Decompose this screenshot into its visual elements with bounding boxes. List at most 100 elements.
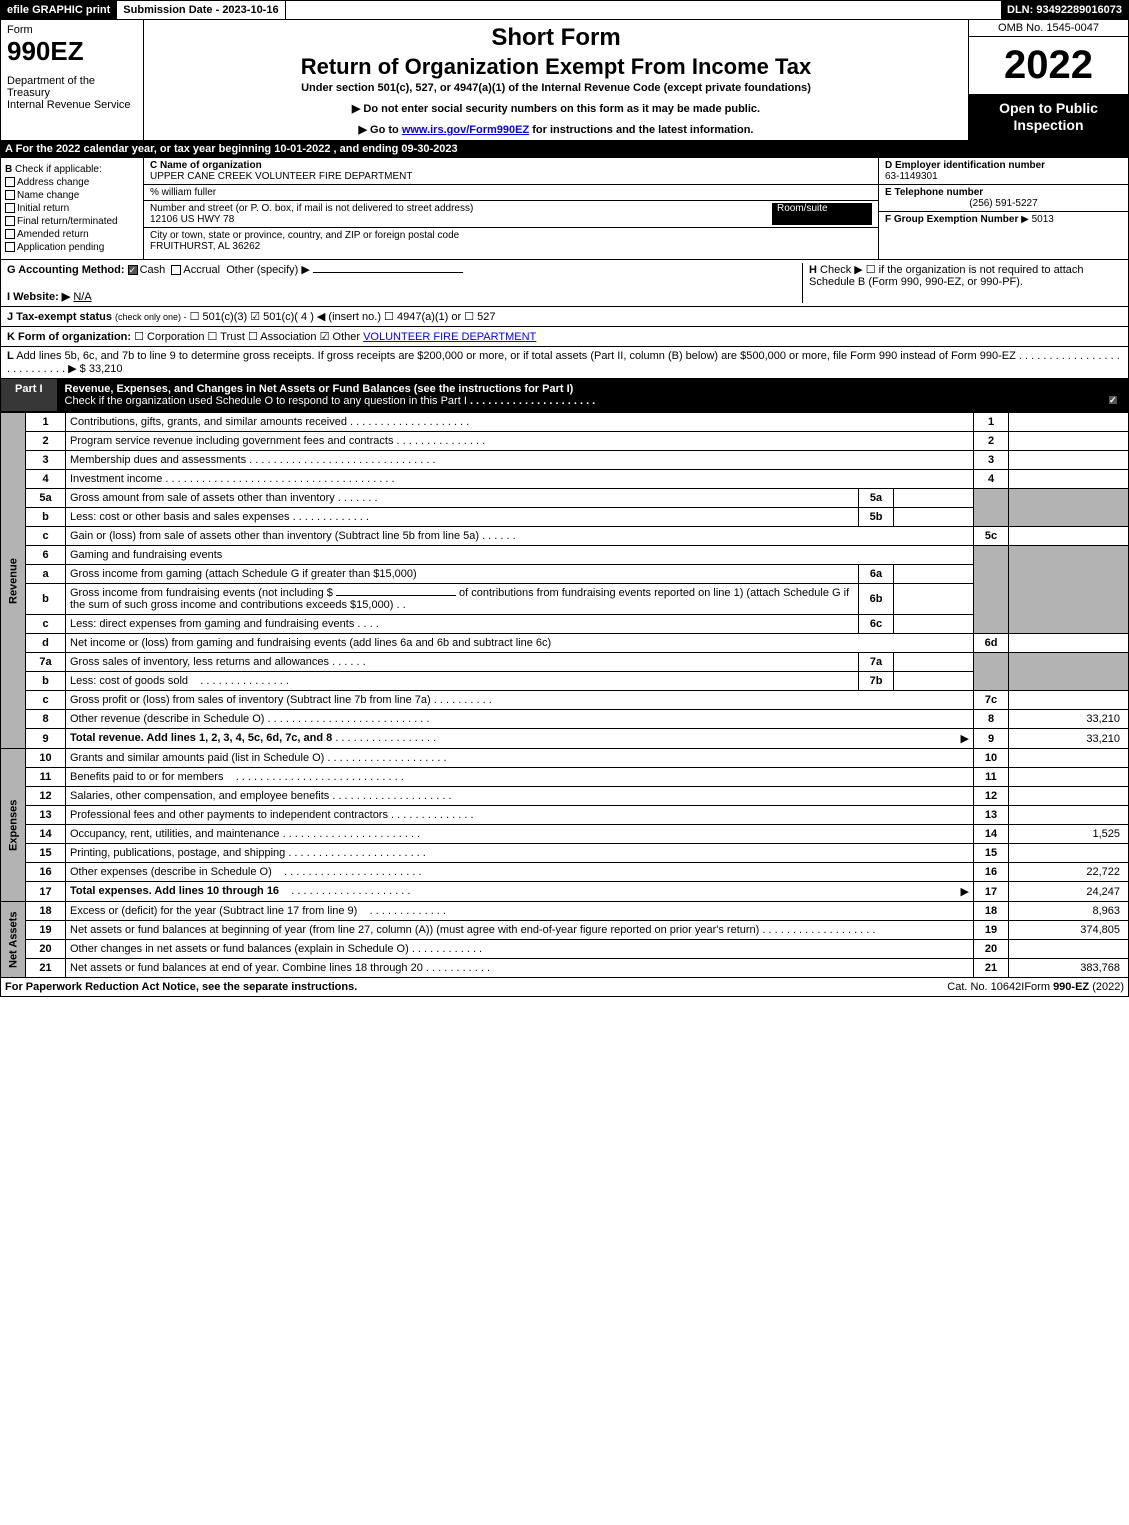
- table-row: 20 Other changes in net assets or fund b…: [1, 940, 1129, 959]
- line-num: 16: [26, 863, 66, 882]
- i-value: N/A: [73, 291, 91, 303]
- line-desc: Gross sales of inventory, less returns a…: [66, 653, 859, 672]
- checkbox-amended-return[interactable]: [5, 229, 15, 239]
- grey-cell: [974, 546, 1009, 634]
- line-rnum: 20: [974, 940, 1009, 959]
- line-desc: Salaries, other compensation, and employ…: [66, 787, 974, 806]
- line-num: b: [26, 508, 66, 527]
- arrow-icon: ▶: [961, 885, 969, 898]
- c-street-row: Number and street (or P. O. box, if mail…: [144, 201, 878, 228]
- opt-final: Final return/terminated: [17, 216, 118, 227]
- d-row: D Employer identification number 63-1149…: [879, 158, 1128, 185]
- checkbox-name-change[interactable]: [5, 190, 15, 200]
- room-label: Room/suite: [772, 203, 872, 225]
- checkbox-final-return[interactable]: [5, 216, 15, 226]
- line-desc: Benefits paid to or for members . . . . …: [66, 768, 974, 787]
- line-desc: Excess or (deficit) for the year (Subtra…: [66, 902, 974, 921]
- 6b-blank[interactable]: [336, 595, 456, 596]
- header-left: Form 990EZ Department of the Treasury In…: [1, 20, 144, 140]
- opt-amended: Amended return: [17, 229, 89, 240]
- line-rnum: 3: [974, 451, 1009, 470]
- checkbox-initial-return[interactable]: [5, 203, 15, 213]
- line-num: 13: [26, 806, 66, 825]
- line-rnum: 18: [974, 902, 1009, 921]
- section-k: K Form of organization: ☐ Corporation ☐ …: [0, 327, 1129, 347]
- g-label: G Accounting Method:: [7, 264, 125, 276]
- part1-title-text: Revenue, Expenses, and Changes in Net As…: [65, 383, 574, 395]
- table-row: 2 Program service revenue including gove…: [1, 432, 1129, 451]
- g-other-line[interactable]: [313, 272, 463, 273]
- checkbox-schedule-o[interactable]: [1108, 395, 1118, 405]
- sub-val: [894, 565, 974, 584]
- checkbox-address-change[interactable]: [5, 177, 15, 187]
- sub-num: 6c: [859, 615, 894, 634]
- line-val: 1,525: [1009, 825, 1129, 844]
- grey-cell: [1009, 489, 1129, 527]
- do-not-enter: ▶ Do not enter social security numbers o…: [152, 102, 960, 115]
- footer-right-pre: Form: [1024, 981, 1053, 993]
- table-row: 17 Total expenses. Add lines 10 through …: [1, 882, 1129, 902]
- table-row: b Gross income from fundraising events (…: [1, 584, 1129, 615]
- grey-cell: [1009, 653, 1129, 691]
- netassets-side: Net Assets: [1, 902, 26, 978]
- line-rnum: 15: [974, 844, 1009, 863]
- line-val: 383,768: [1009, 959, 1129, 978]
- line-num: 3: [26, 451, 66, 470]
- efile-label[interactable]: efile GRAPHIC print: [1, 1, 117, 19]
- line-desc: Other changes in net assets or fund bala…: [66, 940, 974, 959]
- line-val: [1009, 749, 1129, 768]
- line-rnum: 2: [974, 432, 1009, 451]
- line-num: 8: [26, 710, 66, 729]
- h-right: H Check ▶ ☐ if the organization is not r…: [802, 263, 1122, 303]
- line-desc: Contributions, gifts, grants, and simila…: [66, 413, 974, 432]
- table-row: 7a Gross sales of inventory, less return…: [1, 653, 1129, 672]
- footer-mid: Cat. No. 10642I: [947, 981, 1024, 993]
- table-row: 16 Other expenses (describe in Schedule …: [1, 863, 1129, 882]
- tax-year: 2022: [969, 37, 1128, 94]
- d-value: 63-1149301: [885, 171, 1122, 182]
- table-row: Expenses 10 Grants and similar amounts p…: [1, 749, 1129, 768]
- line-val: [1009, 470, 1129, 489]
- checkbox-accrual[interactable]: [171, 265, 181, 275]
- line-rnum: 6d: [974, 634, 1009, 653]
- sub-val: [894, 653, 974, 672]
- col-c: C Name of organization UPPER CANE CREEK …: [144, 158, 878, 259]
- table-row: 12 Salaries, other compensation, and emp…: [1, 787, 1129, 806]
- checkbox-cash[interactable]: [128, 265, 138, 275]
- section-l: L Add lines 5b, 6c, and 7b to line 9 to …: [0, 347, 1129, 379]
- k-opts: ☐ Corporation ☐ Trust ☐ Association ☑ Ot…: [134, 331, 360, 343]
- line-desc: Net assets or fund balances at beginning…: [66, 921, 974, 940]
- table-row: 13 Professional fees and other payments …: [1, 806, 1129, 825]
- table-row: 8 Other revenue (describe in Schedule O)…: [1, 710, 1129, 729]
- table-row: 6 Gaming and fundraising events: [1, 546, 1129, 565]
- sub-num: 6b: [859, 584, 894, 615]
- footer-right-bold: 990-EZ: [1053, 981, 1089, 993]
- e-label: E Telephone number: [885, 187, 1122, 198]
- table-row: Revenue 1 Contributions, gifts, grants, …: [1, 413, 1129, 432]
- table-row: c Gain or (loss) from sale of assets oth…: [1, 527, 1129, 546]
- part1-sub: Check if the organization used Schedule …: [65, 395, 467, 407]
- sub-num: 7a: [859, 653, 894, 672]
- line-desc: Less: cost or other basis and sales expe…: [66, 508, 859, 527]
- goto-link[interactable]: www.irs.gov/Form990EZ: [402, 124, 529, 136]
- col-de: D Employer identification number 63-1149…: [878, 158, 1128, 259]
- e-row: E Telephone number (256) 591-5227: [879, 185, 1128, 212]
- omb-number: OMB No. 1545-0047: [969, 20, 1128, 37]
- e-value: (256) 591-5227: [885, 198, 1122, 209]
- section-gh: G Accounting Method: Cash Accrual Other …: [0, 260, 1129, 307]
- table-row: 14 Occupancy, rent, utilities, and maint…: [1, 825, 1129, 844]
- k-other-val[interactable]: VOLUNTEER FIRE DEPARTMENT: [363, 331, 536, 343]
- line-rnum: 12: [974, 787, 1009, 806]
- expenses-side: Expenses: [1, 749, 26, 902]
- line-num: c: [26, 691, 66, 710]
- irs: Internal Revenue Service: [7, 99, 137, 111]
- opt-initial: Initial return: [17, 203, 69, 214]
- l-label: L: [7, 350, 14, 362]
- goto-line: ▶ Go to www.irs.gov/Form990EZ for instru…: [152, 123, 960, 136]
- city: FRUITHURST, AL 36262: [150, 241, 872, 252]
- a-text: For the 2022 calendar year, or tax year …: [16, 143, 458, 155]
- checkbox-application-pending[interactable]: [5, 242, 15, 252]
- sub-num: 5a: [859, 489, 894, 508]
- line-val: 33,210: [1009, 710, 1129, 729]
- line-num: 14: [26, 825, 66, 844]
